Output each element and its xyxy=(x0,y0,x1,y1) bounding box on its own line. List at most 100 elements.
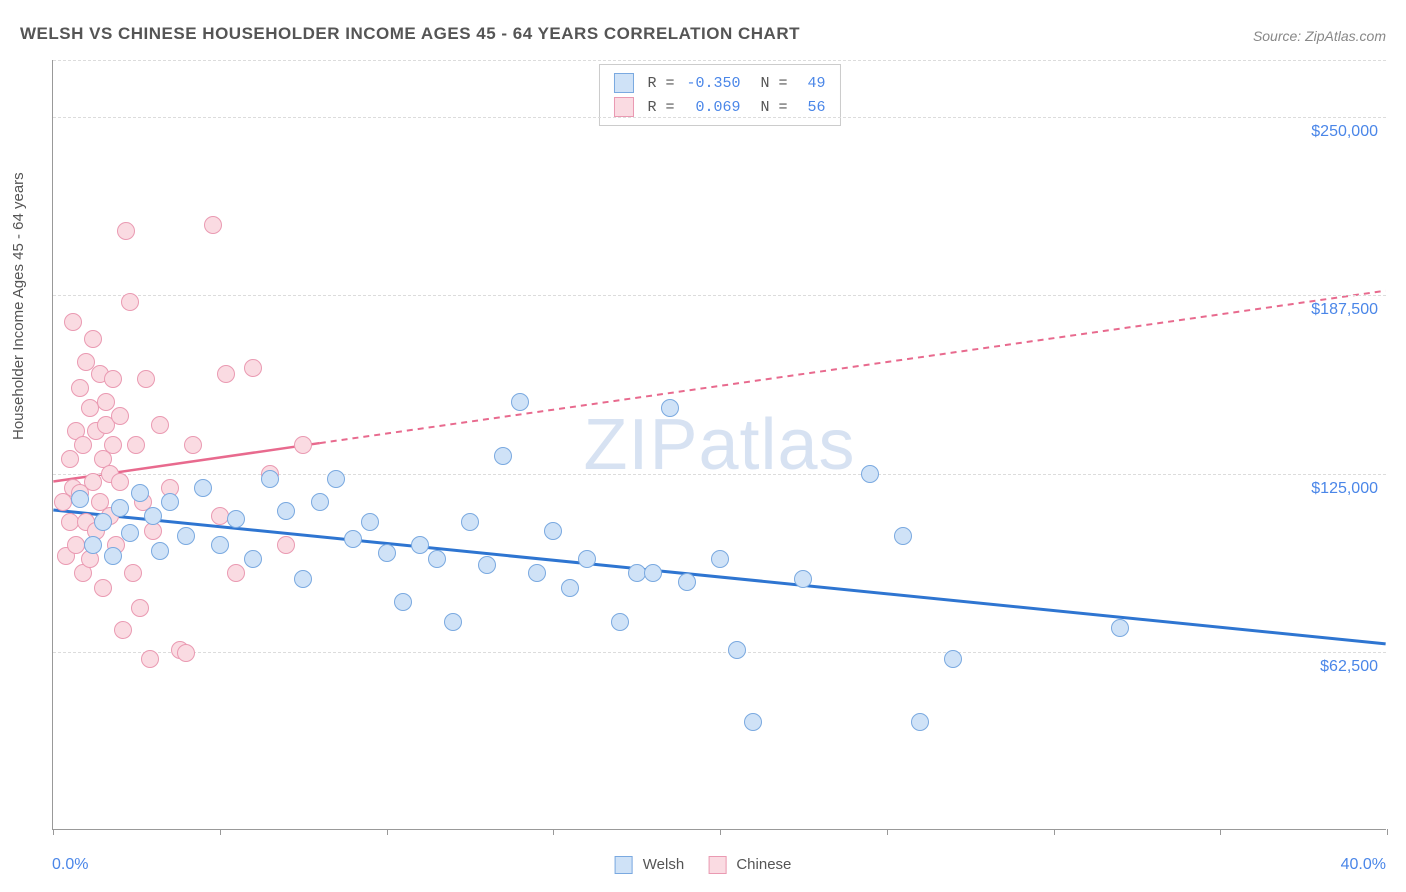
n-label: N = xyxy=(761,75,788,92)
data-point-welsh xyxy=(144,507,162,525)
data-point-welsh xyxy=(104,547,122,565)
y-tick-label: $250,000 xyxy=(1311,123,1378,141)
data-point-chinese xyxy=(84,473,102,491)
x-tick xyxy=(1054,829,1055,835)
data-point-welsh xyxy=(661,399,679,417)
data-point-welsh xyxy=(528,564,546,582)
data-point-welsh xyxy=(211,536,229,554)
data-point-chinese xyxy=(61,513,79,531)
data-point-welsh xyxy=(861,465,879,483)
gridline-h xyxy=(53,652,1386,653)
data-point-chinese xyxy=(94,579,112,597)
x-tick xyxy=(887,829,888,835)
chinese-r-value: 0.069 xyxy=(683,99,741,116)
chinese-swatch-icon xyxy=(708,856,726,874)
trend-line xyxy=(320,291,1386,443)
data-point-welsh xyxy=(71,490,89,508)
data-point-welsh xyxy=(121,524,139,542)
data-point-chinese xyxy=(71,379,89,397)
data-point-chinese xyxy=(217,365,235,383)
n-label: N = xyxy=(761,99,788,116)
data-point-welsh xyxy=(794,570,812,588)
y-tick-label: $125,000 xyxy=(1311,480,1378,498)
data-point-chinese xyxy=(117,222,135,240)
data-point-chinese xyxy=(61,450,79,468)
data-point-welsh xyxy=(277,502,295,520)
data-point-chinese xyxy=(227,564,245,582)
data-point-chinese xyxy=(211,507,229,525)
data-point-welsh xyxy=(628,564,646,582)
data-point-chinese xyxy=(177,644,195,662)
data-point-welsh xyxy=(327,470,345,488)
data-point-welsh xyxy=(428,550,446,568)
data-point-welsh xyxy=(461,513,479,531)
series-legend: Welsh Chinese xyxy=(615,856,792,874)
trend-lines-layer xyxy=(53,60,1386,829)
chinese-n-value: 56 xyxy=(796,99,826,116)
data-point-welsh xyxy=(544,522,562,540)
data-point-welsh xyxy=(84,536,102,554)
data-point-welsh xyxy=(444,613,462,631)
data-point-chinese xyxy=(81,399,99,417)
stats-row-welsh: R = -0.350 N = 49 xyxy=(613,71,825,95)
x-tick xyxy=(387,829,388,835)
data-point-welsh xyxy=(294,570,312,588)
welsh-legend-label: Welsh xyxy=(643,856,684,873)
data-point-chinese xyxy=(184,436,202,454)
gridline-h xyxy=(53,474,1386,475)
data-point-chinese xyxy=(121,293,139,311)
data-point-chinese xyxy=(204,216,222,234)
data-point-welsh xyxy=(227,510,245,528)
data-point-chinese xyxy=(127,436,145,454)
legend-item-chinese: Chinese xyxy=(708,856,791,874)
data-point-welsh xyxy=(361,513,379,531)
data-point-chinese xyxy=(141,650,159,668)
data-point-chinese xyxy=(84,330,102,348)
data-point-welsh xyxy=(161,493,179,511)
data-point-chinese xyxy=(104,370,122,388)
data-point-chinese xyxy=(131,599,149,617)
plot-area: ZIPatlas R = -0.350 N = 49 R = 0.069 N =… xyxy=(52,60,1386,830)
gridline-h xyxy=(53,117,1386,118)
x-axis-max-label: 40.0% xyxy=(1341,856,1386,874)
data-point-welsh xyxy=(151,542,169,560)
data-point-welsh xyxy=(177,527,195,545)
data-point-welsh xyxy=(744,713,762,731)
data-point-welsh xyxy=(561,579,579,597)
data-point-chinese xyxy=(67,536,85,554)
x-tick xyxy=(220,829,221,835)
x-axis-min-label: 0.0% xyxy=(52,856,88,874)
gridline-h xyxy=(53,60,1386,61)
welsh-swatch-icon xyxy=(613,73,633,93)
legend-item-welsh: Welsh xyxy=(615,856,685,874)
data-point-welsh xyxy=(644,564,662,582)
r-label: R = xyxy=(647,75,674,92)
data-point-welsh xyxy=(378,544,396,562)
data-point-welsh xyxy=(194,479,212,497)
data-point-welsh xyxy=(131,484,149,502)
data-point-welsh xyxy=(578,550,596,568)
data-point-welsh xyxy=(1111,619,1129,637)
data-point-chinese xyxy=(104,436,122,454)
data-point-welsh xyxy=(94,513,112,531)
y-tick-label: $62,500 xyxy=(1320,658,1378,676)
x-tick xyxy=(1387,829,1388,835)
data-point-chinese xyxy=(74,436,92,454)
data-point-chinese xyxy=(111,473,129,491)
data-point-welsh xyxy=(944,650,962,668)
trend-line xyxy=(53,510,1385,644)
data-point-welsh xyxy=(494,447,512,465)
data-point-chinese xyxy=(64,313,82,331)
x-tick xyxy=(553,829,554,835)
chinese-swatch-icon xyxy=(613,97,633,117)
data-point-welsh xyxy=(678,573,696,591)
y-tick-label: $187,500 xyxy=(1311,301,1378,319)
data-point-chinese xyxy=(97,393,115,411)
data-point-welsh xyxy=(611,613,629,631)
data-point-welsh xyxy=(711,550,729,568)
data-point-chinese xyxy=(277,536,295,554)
data-point-welsh xyxy=(111,499,129,517)
welsh-n-value: 49 xyxy=(796,75,826,92)
stats-row-chinese: R = 0.069 N = 56 xyxy=(613,95,825,119)
source-attribution: Source: ZipAtlas.com xyxy=(1253,28,1386,44)
